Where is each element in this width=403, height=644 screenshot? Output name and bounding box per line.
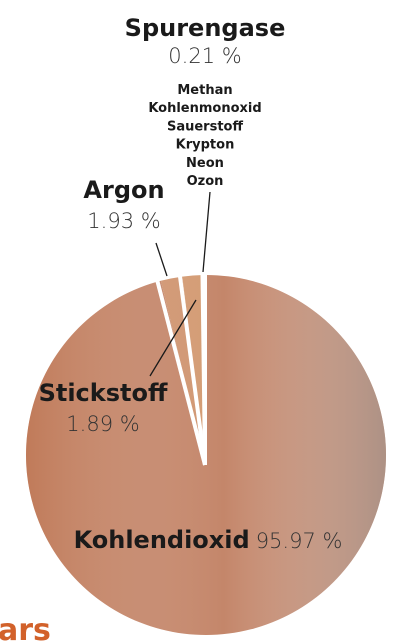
value-label: 1.93 % — [87, 209, 160, 233]
trace-gas-label: Methan — [177, 83, 232, 98]
slice-separator — [200, 272, 207, 466]
slice-separator — [177, 274, 207, 466]
trace-gas-label: Ozon — [187, 174, 224, 189]
value-label: 0.21 % — [168, 44, 241, 68]
category-label: Argon — [83, 176, 164, 204]
slice-separator — [154, 278, 207, 466]
leader-line — [155, 242, 168, 277]
leader-line — [202, 191, 211, 273]
trace-gas-label: Sauerstoff — [167, 119, 244, 134]
brand-text: ars — [0, 613, 51, 644]
separators — [154, 272, 207, 466]
trace-gas-label: Kohlenmonoxid — [148, 101, 261, 116]
trace-gas-label: Neon — [186, 156, 224, 171]
category-label: Kohlendioxid — [74, 526, 250, 554]
value-label: 1.89 % — [66, 412, 139, 436]
category-label: Stickstoff — [39, 379, 168, 407]
trace-gas-list: Methan Kohlenmonoxid Sauerstoff Krypton Neon… — [148, 83, 261, 189]
co2-label: Kohlendioxid 95.97 % — [74, 526, 343, 554]
leader-line — [149, 299, 197, 377]
value-label: 95.97 % — [256, 529, 343, 553]
category-label: Spurengase — [125, 14, 286, 42]
trace-gas-label: Krypton — [176, 138, 235, 153]
